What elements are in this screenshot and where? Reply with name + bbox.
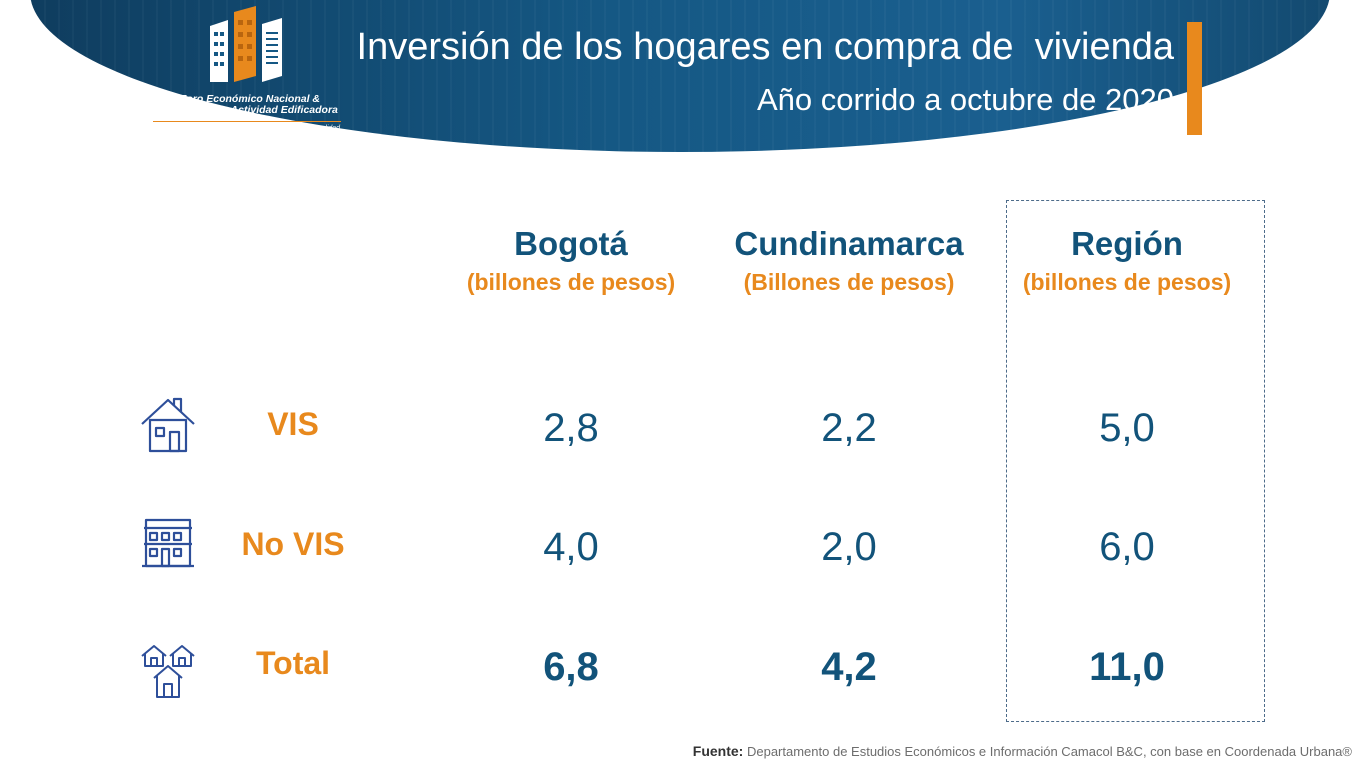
column-unit: (billones de pesos) [466,269,676,295]
logo-line2: Seminario de Actividad Edificadora [162,104,338,116]
cell-no-vis-region: 6,0 [1099,525,1155,569]
house-icon [141,397,195,453]
cell-vis-cundinamarca: 2,2 [821,406,877,450]
page-subtitle: Año corrido a octubre de 2020 [756,82,1174,117]
row-label-vis: VIS [267,406,319,442]
cell-total-region: 11,0 [1089,645,1165,689]
cell-total-bogota: 6,8 [543,645,599,689]
column-header-cundinamarca: Cundinamarca (Billones de pesos) [709,225,989,296]
column-header-bogota: Bogotá (billones de pesos) [431,225,711,296]
row-label-no-vis: No VIS [241,526,345,562]
logo-line1: Foro Económico Nacional & [179,93,321,105]
accent-bar [1187,22,1202,135]
logo-divider [153,121,341,122]
column-name: Bogotá [514,225,628,262]
cell-vis-bogota: 2,8 [543,406,599,450]
logo-tagline: El mercado edificador y el desafío de la… [159,125,341,132]
source-note: Fuente: Departamento de Estudios Económi… [693,743,1352,759]
column-unit: (Billones de pesos) [743,269,955,295]
cell-no-vis-bogota: 4,0 [543,525,599,569]
source-text: Departamento de Estudios Económicos e In… [743,744,1352,759]
page-title: Inversión de los hogares en compra de vi… [356,26,1174,68]
logo-text: Foro Económico Nacional & Seminario de A… [150,94,350,116]
row-label-total: Total [255,645,331,681]
column-unit: (billones de pesos) [1022,269,1232,295]
cell-total-cundinamarca: 4,2 [821,645,877,689]
column-header-region: Región (billones de pesos) [987,225,1267,296]
source-label: Fuente: [692,743,744,759]
column-name: Región [1071,225,1183,262]
building-logo-icon [210,6,282,82]
column-name: Cundinamarca [734,225,964,262]
apartment-building-icon [142,518,194,568]
region-highlight-box [1006,200,1265,722]
houses-group-icon [141,645,195,698]
cell-no-vis-cundinamarca: 2,0 [821,525,877,569]
cell-vis-region: 5,0 [1099,406,1155,450]
